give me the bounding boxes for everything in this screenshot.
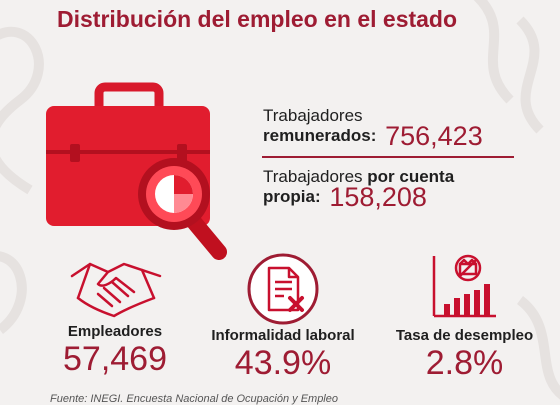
briefcase-magnifier-icon — [46, 82, 227, 260]
indicator-desempleo-value: 2.8% — [425, 344, 504, 382]
divider — [262, 156, 514, 158]
stat-cuenta-propia-label1a: Trabajadores — [263, 167, 368, 186]
indicator-informalidad-value: 43.9% — [234, 344, 332, 382]
handshake-icon — [70, 262, 162, 318]
indicator-empleadores: Empleadores 57,469 — [40, 252, 190, 382]
indicator-informalidad-label: Informalidad laboral — [211, 327, 355, 344]
stat-cuenta-propia-label1b: por cuenta — [367, 167, 455, 186]
indicator-empleadores-label: Empleadores — [67, 323, 163, 340]
factory-chart-icon — [432, 254, 496, 318]
indicator-desempleo: Tasa de desempleo 2.8% — [372, 252, 557, 382]
stat-remunerados-label2: remunerados: — [263, 126, 377, 145]
stat-cuenta-propia-label2: propia: — [263, 187, 321, 206]
indicator-empleadores-value: 57,469 — [63, 340, 167, 378]
source-note: Fuente: INEGI. Encuesta Nacional de Ocup… — [50, 393, 338, 405]
page-title: Distribución del empleo en el estado — [57, 6, 458, 32]
stat-remunerados-value: 756,423 — [385, 121, 483, 151]
stat-remunerados: Trabajadores remunerados: 756,423 — [263, 106, 553, 150]
stat-cuenta-propia: Trabajadores por cuenta propia: 158,208 — [263, 167, 553, 211]
indicator-informalidad: Informalidad laboral 43.9% — [198, 252, 368, 382]
stat-remunerados-label1: Trabajadores — [263, 106, 363, 125]
document-x-icon — [247, 253, 319, 325]
indicator-desempleo-label: Tasa de desempleo — [395, 327, 534, 344]
stat-cuenta-propia-value: 158,208 — [329, 182, 427, 212]
